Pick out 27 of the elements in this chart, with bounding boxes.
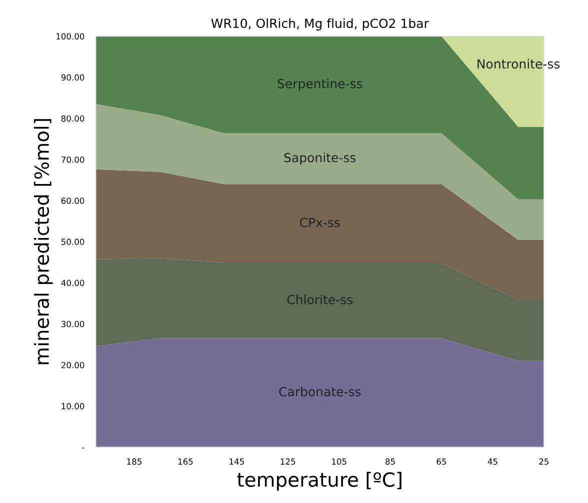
series-label: CPx-ss [300,218,340,228]
x-tick-label: 185 [127,458,142,465]
series-label: Carbonate-ss [279,386,361,396]
series-label: Serpentine-ss [278,78,362,91]
x-tick-label: 105 [332,458,346,465]
y-tick-label: 30.00 [62,320,84,328]
y-axis-title: mineral predicted [%mol] [34,119,53,364]
x-tick-label: 45 [488,458,498,465]
chart-title: WR10, OlRich, Mg fluid, pCO2 1bar [211,18,429,30]
x-tick-label: 65 [436,458,446,465]
y-tick-label: 80.00 [61,115,84,122]
series-label: Chlorite-ss [287,294,353,304]
x-tick-label: 85 [386,458,395,465]
x-tick-label: 125 [280,458,296,465]
y-tick-label: 10.00 [62,403,84,410]
series-label: Saponite-ss [284,152,356,165]
y-tick-label: 100.00 [56,33,84,40]
x-tick-label: 165 [178,458,193,465]
y-tick-label: 40.00 [61,280,84,286]
x-tick-label: 25 [539,458,548,465]
x-tick-label: 145 [230,458,244,465]
y-tick-label: 50.00 [62,238,84,245]
y-tick-label: 70.00 [62,156,84,163]
x-axis-title: temperature [ºC] [237,472,402,491]
y-tick-label: 60.00 [61,198,84,204]
y-tick-label: 20.00 [61,362,84,368]
y-tick-label: 90.00 [61,74,84,81]
